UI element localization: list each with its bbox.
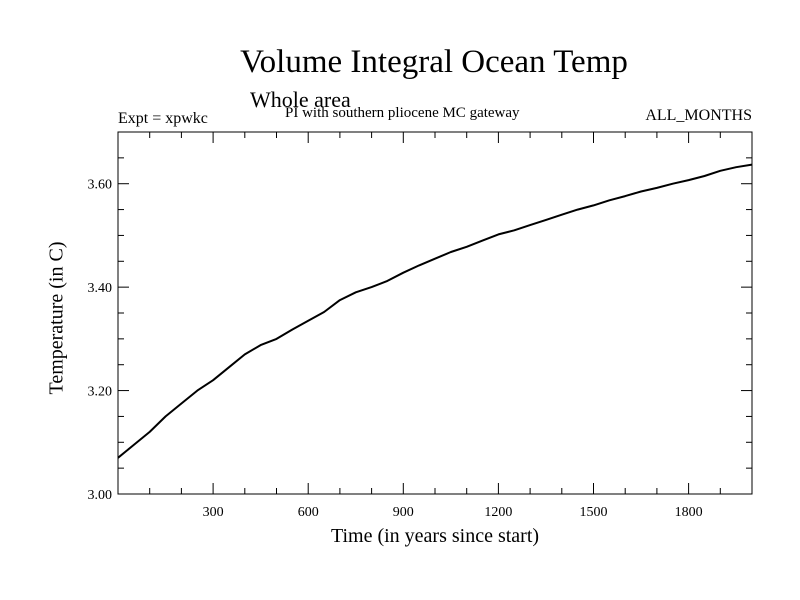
axis-ticks: [118, 132, 752, 494]
x-tick-label: 1500: [580, 505, 608, 520]
x-tick-label: 300: [203, 505, 224, 520]
x-axis-label: Time (in years since start): [330, 525, 540, 547]
x-tick-label: 600: [298, 505, 319, 520]
plot-frame: [117, 131, 753, 495]
period-label: ALL_MONTHS: [645, 107, 752, 124]
y-tick-label: 3.00: [88, 488, 113, 503]
x-tick-label: 900: [393, 505, 414, 520]
y-tick-label: 3.40: [88, 281, 113, 296]
y-tick-label: 3.20: [88, 385, 113, 400]
experiment-description: PI with southern pliocene MC gateway: [285, 105, 520, 121]
experiment-label: Expt = xpwkc: [118, 110, 208, 127]
y-tick-label: 3.60: [88, 178, 113, 193]
series-line-xpwkc: [117, 163, 753, 459]
x-tick-label: 1200: [484, 505, 512, 520]
series-layer: [117, 163, 753, 459]
chart-title: Volume Integral Ocean Temp: [240, 44, 628, 80]
x-tick-label: 1800: [675, 505, 703, 520]
axis-tick-labels: 300 600 900 1200 1500 1800 3.00 3.20 3.40 3.60: [88, 178, 703, 520]
chart-subtitle: Whole area: [250, 87, 351, 112]
